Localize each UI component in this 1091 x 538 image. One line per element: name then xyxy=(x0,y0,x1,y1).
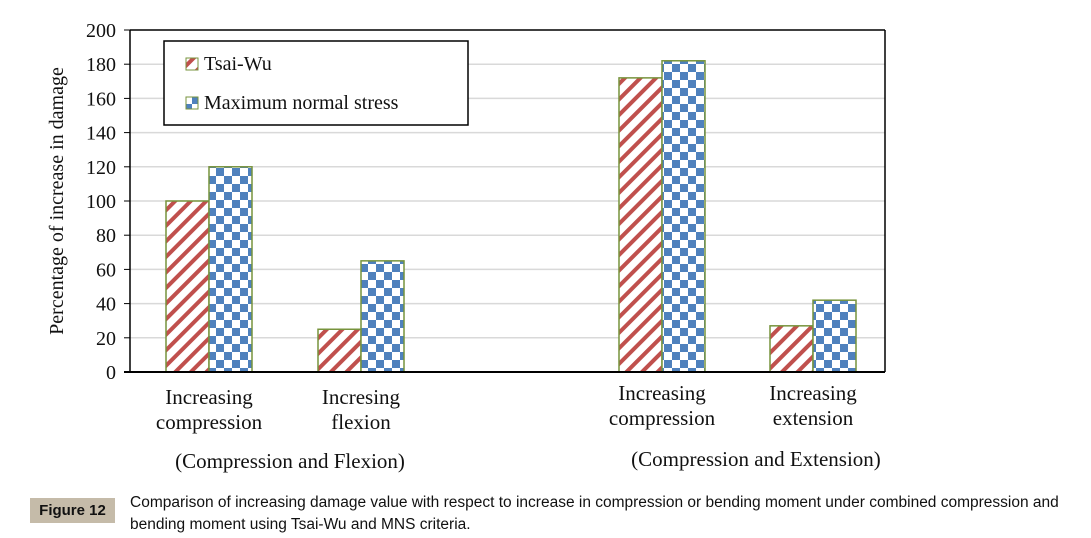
bar-tsai-wu xyxy=(317,328,362,373)
bar-tsai-wu xyxy=(769,325,814,373)
group-label: (Compression and Extension) xyxy=(631,447,881,471)
legend-label-mns: Maximum normal stress xyxy=(204,92,399,114)
x-tick-label: Increasing xyxy=(165,385,253,409)
legend-item-tsai-wu: Tsai-Wu xyxy=(185,53,272,75)
group-label: (Compression and Flexion) xyxy=(175,449,405,473)
y-tick-label: 40 xyxy=(96,294,116,316)
y-tick-label: 200 xyxy=(86,20,116,42)
y-tick-label: 100 xyxy=(86,191,116,213)
figure-caption: Figure 12 Comparison of increasing damag… xyxy=(0,488,1091,538)
legend-swatch-tsai-wu xyxy=(185,57,199,71)
legend-item-mns: Maximum normal stress xyxy=(185,92,399,114)
bar-mns xyxy=(360,260,405,373)
bars xyxy=(165,60,857,373)
x-tick-label: Incresing xyxy=(322,385,401,409)
bar-mns xyxy=(812,299,857,373)
bar-chart: 0 20 40 60 80 100 120 140 160 180 200 Percentage o… xyxy=(46,20,886,473)
y-tick-label: 180 xyxy=(86,54,116,76)
bar-mns xyxy=(208,166,253,373)
x-tick-label: extension xyxy=(773,406,854,430)
y-tick-label: 0 xyxy=(106,362,116,384)
x-tick-labels: IncreasingcompressionIncresingflexionInc… xyxy=(156,381,857,434)
x-tick-label: compression xyxy=(609,406,716,430)
y-tick-label: 120 xyxy=(86,157,116,179)
y-tick-label: 80 xyxy=(96,225,116,247)
legend-swatch-mns xyxy=(185,96,199,110)
bar-tsai-wu xyxy=(618,77,663,373)
figure-label: Figure 12 xyxy=(30,498,115,523)
y-tick-label: 160 xyxy=(86,88,116,110)
axes xyxy=(124,29,886,373)
legend-box xyxy=(163,40,469,126)
x-tick-label: Increasing xyxy=(769,381,857,405)
caption-text: Comparison of increasing damage value wi… xyxy=(130,494,1059,533)
y-tick-label: 20 xyxy=(96,328,116,350)
gridlines xyxy=(130,63,885,339)
y-tick-label: 140 xyxy=(86,123,116,145)
x-tick-label: Increasing xyxy=(618,381,706,405)
y-tick-label: 60 xyxy=(96,259,116,281)
legend: Tsai-Wu Maximum normal stress xyxy=(163,40,469,126)
legend-label-tsai-wu: Tsai-Wu xyxy=(204,53,272,75)
x-tick-label: flexion xyxy=(331,410,391,434)
bar-mns xyxy=(661,60,706,373)
bar-tsai-wu xyxy=(165,200,210,373)
x-tick-label: compression xyxy=(156,410,263,434)
group-labels: (Compression and Flexion) (Compression an… xyxy=(175,447,881,473)
y-tick-labels: 0 20 40 60 80 100 120 140 160 180 200 xyxy=(86,20,116,384)
y-axis-label: Percentage of increase in damage xyxy=(46,67,68,335)
